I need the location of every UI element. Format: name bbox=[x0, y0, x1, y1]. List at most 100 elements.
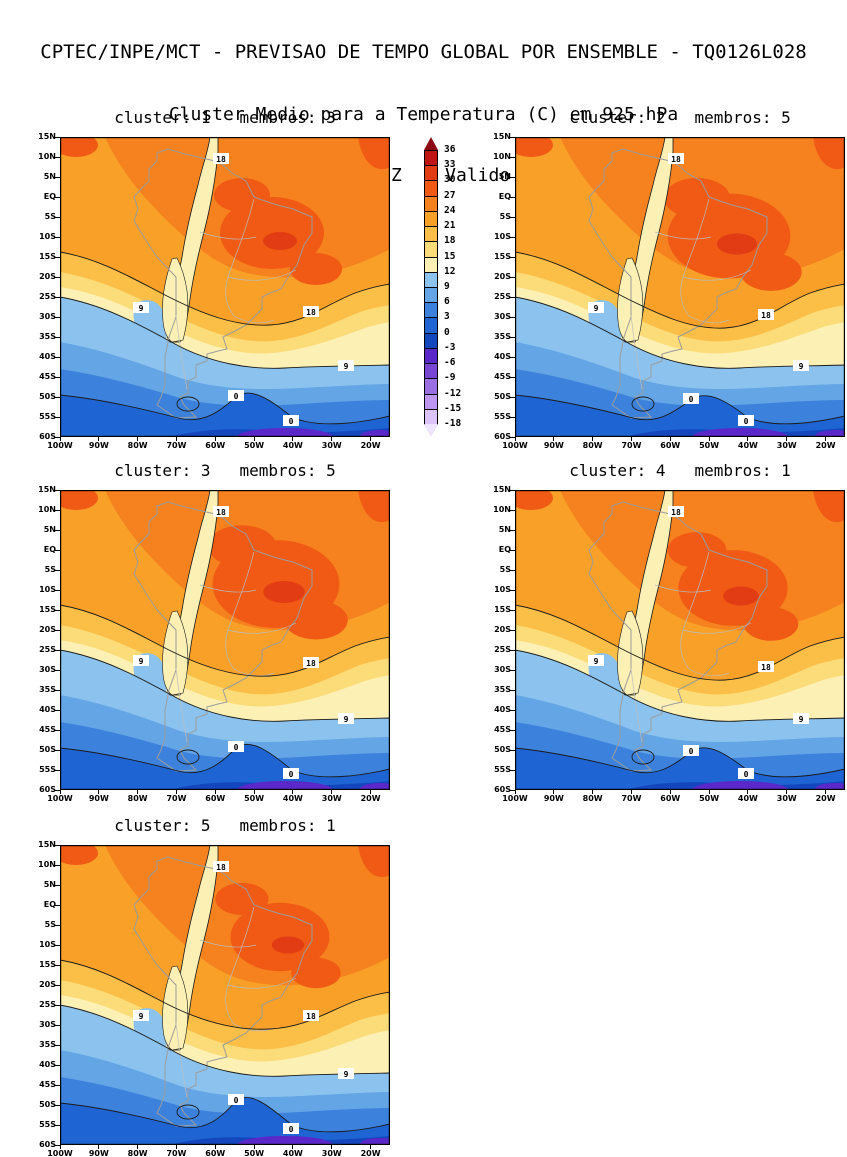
map-cluster-4: 18 18 9 9 0 0 15N 10N 5N EQ 5S 10S 15S 20S 25S 30S 35S 4… bbox=[493, 485, 845, 803]
axis-tick bbox=[175, 1145, 177, 1149]
lat-tick-label: 55S bbox=[39, 1120, 56, 1129]
axis-tick bbox=[510, 196, 515, 198]
axis-tick bbox=[253, 790, 255, 794]
colorbar-segment bbox=[424, 363, 438, 380]
lon-tick-label: 40W bbox=[737, 441, 758, 450]
axis-tick bbox=[747, 790, 749, 794]
svg-text:9: 9 bbox=[139, 304, 144, 313]
axis-tick bbox=[786, 790, 788, 794]
lat-tick-label: 5N bbox=[498, 525, 511, 534]
colorbar-level-label: 24 bbox=[444, 204, 456, 216]
lat-tick-label: 40S bbox=[39, 352, 56, 361]
lat-tick-label: 10N bbox=[493, 152, 511, 161]
lat-tick-label: 15S bbox=[494, 605, 511, 614]
lat-tick-label: 25S bbox=[39, 1000, 56, 1009]
contour-labels: 18 18 9 9 0 0 bbox=[588, 153, 809, 426]
axis-tick bbox=[55, 689, 60, 691]
axis-tick bbox=[55, 589, 60, 591]
map-cluster-5: 18 18 9 9 0 0 15N 10N 5N EQ 5S 10S 15S 20S 25S 30S 35S 4… bbox=[38, 840, 390, 1157]
axis-tick bbox=[510, 236, 515, 238]
lon-tick-label: 70W bbox=[166, 794, 187, 803]
axis-tick bbox=[55, 489, 60, 491]
lat-tick-label: 15N bbox=[38, 840, 56, 849]
map-cluster-3: 18 18 9 9 0 0 15N 10N 5N EQ 5S 10S 15S 20S 25S 30S 35S 4… bbox=[38, 485, 390, 803]
panel-title: cluster: 4 membros: 1 bbox=[569, 461, 791, 480]
lat-tick-label: 5S bbox=[499, 565, 511, 574]
axis-tick bbox=[553, 790, 555, 794]
lat-tick-label: 45S bbox=[39, 372, 56, 381]
colorbar-segment bbox=[424, 256, 438, 273]
panel-cluster-5: cluster: 5 membros: 1 18 18 9 9 0 0 15N 10N 5N E… bbox=[38, 816, 390, 1157]
lat-tick-label: 5N bbox=[498, 172, 511, 181]
colorbar-level-label: -12 bbox=[444, 387, 462, 399]
lat-tick-label: 35S bbox=[494, 685, 511, 694]
colorbar-segment bbox=[424, 393, 438, 410]
temperature-map-svg: 18 18 9 9 0 0 bbox=[515, 137, 845, 437]
lat-tick-label: 20S bbox=[39, 272, 56, 281]
axis-tick bbox=[510, 569, 515, 571]
lon-tick-label: 80W bbox=[127, 794, 148, 803]
axis-tick bbox=[55, 136, 60, 138]
colorbar-level-label: 9 bbox=[444, 281, 450, 292]
lat-tick-label: 50S bbox=[39, 1100, 56, 1109]
coastline bbox=[133, 501, 313, 772]
axis-tick bbox=[370, 1145, 372, 1149]
axis-tick bbox=[510, 629, 515, 631]
lon-tick-label: 30W bbox=[776, 441, 797, 450]
axis-tick bbox=[292, 790, 294, 794]
lat-tick-label: 30S bbox=[494, 665, 511, 674]
lat-tick-label: 25S bbox=[494, 645, 511, 654]
colorbar-level-label: -3 bbox=[444, 341, 456, 353]
lat-tick-label: 45S bbox=[39, 725, 56, 734]
axis-tick bbox=[55, 649, 60, 651]
lon-tick-label: 70W bbox=[166, 1149, 187, 1157]
lon-tick-label: 60W bbox=[660, 794, 681, 803]
axis-tick bbox=[510, 156, 515, 158]
axis-tick bbox=[510, 589, 515, 591]
coastline bbox=[588, 501, 768, 772]
axis-tick bbox=[510, 276, 515, 278]
svg-text:0: 0 bbox=[289, 770, 294, 779]
svg-text:18: 18 bbox=[671, 155, 681, 164]
lon-tick-label: 100W bbox=[502, 794, 528, 803]
svg-text:0: 0 bbox=[689, 747, 694, 756]
lon-tick-label: 90W bbox=[543, 441, 564, 450]
axis-tick bbox=[55, 509, 60, 511]
axis-tick bbox=[370, 790, 372, 794]
lat-tick-label: 5S bbox=[44, 565, 56, 574]
country-borders bbox=[630, 198, 752, 390]
lat-tick-label: EQ bbox=[43, 192, 56, 201]
contour-labels: 18 18 9 9 0 0 bbox=[133, 506, 354, 779]
axis-tick bbox=[510, 509, 515, 511]
lon-tick-label: 20W bbox=[360, 1149, 381, 1157]
lat-tick-label: 60S bbox=[494, 432, 511, 441]
axis-tick bbox=[825, 437, 827, 441]
coastline bbox=[588, 148, 768, 419]
axis-tick bbox=[55, 416, 60, 418]
axis-tick bbox=[137, 790, 139, 794]
lon-tick-label: 20W bbox=[360, 441, 381, 450]
lat-tick-label: 40S bbox=[494, 705, 511, 714]
lon-tick-label: 70W bbox=[166, 441, 187, 450]
lat-tick-label: 5S bbox=[44, 920, 56, 929]
contour-labels: 18 18 9 9 0 0 bbox=[133, 861, 354, 1134]
axis-tick bbox=[708, 437, 710, 441]
colorbar-arrow-bottom bbox=[424, 424, 438, 437]
axis-tick bbox=[55, 749, 60, 751]
svg-text:0: 0 bbox=[689, 395, 694, 404]
lon-tick-label: 100W bbox=[502, 441, 528, 450]
colorbar-segment bbox=[424, 195, 438, 212]
axis-tick bbox=[786, 437, 788, 441]
colorbar-level-label: -15 bbox=[444, 402, 462, 414]
axis-tick bbox=[514, 790, 516, 794]
lat-tick-label: 30S bbox=[39, 312, 56, 321]
lat-tick-label: 35S bbox=[39, 332, 56, 341]
axis-tick bbox=[98, 790, 100, 794]
lon-tick-label: 30W bbox=[776, 794, 797, 803]
axis-tick bbox=[55, 1124, 60, 1126]
lat-tick-label: 10S bbox=[39, 232, 56, 241]
axis-tick bbox=[370, 437, 372, 441]
axis-tick bbox=[55, 1144, 60, 1146]
svg-text:9: 9 bbox=[799, 715, 804, 724]
lat-tick-label: 60S bbox=[39, 785, 56, 794]
